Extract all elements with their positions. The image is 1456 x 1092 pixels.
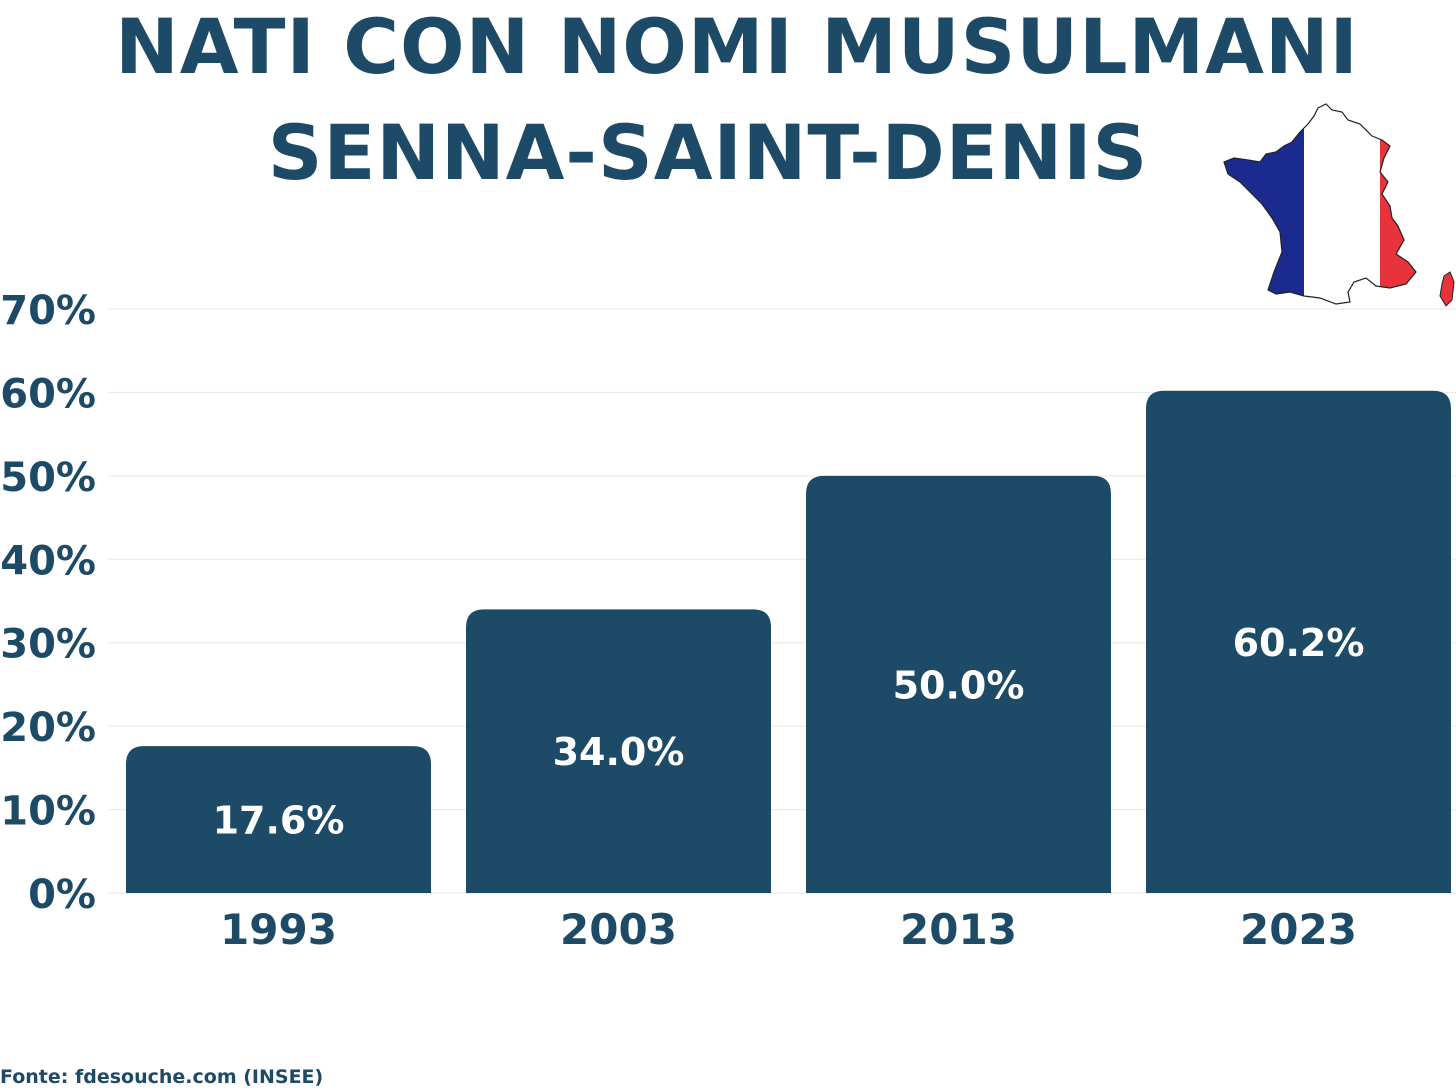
- bar-2013: [806, 475, 1111, 893]
- bar-1993: [126, 746, 431, 893]
- bar-value-label: 17.6%: [213, 799, 345, 843]
- x-tick-label: 2013: [900, 905, 1017, 954]
- bar-value-labels: 17.6% 34.0% 50.0% 60.2%: [213, 621, 1365, 843]
- y-tick-label: 30%: [0, 622, 96, 668]
- y-tick-label: 0%: [28, 872, 96, 918]
- y-tick-label: 50%: [0, 455, 96, 501]
- bars: [126, 390, 1451, 893]
- x-tick-label: 1993: [220, 905, 337, 954]
- y-tick-label: 60%: [0, 371, 96, 417]
- source-note: Fonte: fdesouche.com (INSEE): [0, 1066, 324, 1088]
- y-tick-label: 20%: [0, 705, 96, 751]
- bar-2003: [466, 609, 771, 893]
- bar-value-label: 60.2%: [1233, 621, 1365, 665]
- bar-2023: [1146, 390, 1451, 893]
- y-axis-ticks: 0% 10% 20% 30% 40% 50% 60% 70%: [0, 288, 96, 918]
- x-axis-ticks: 1993 2003 2013 2023: [220, 905, 1357, 954]
- x-tick-label: 2023: [1240, 905, 1357, 954]
- chart-title: NATI CON NOMI MUSULMANI: [115, 2, 1359, 91]
- chart-subtitle: SENNA-SAINT-DENIS: [267, 108, 1149, 197]
- bar-value-label: 34.0%: [553, 730, 685, 774]
- france-flag-map-icon: [1223, 103, 1455, 307]
- x-tick-label: 2003: [560, 905, 677, 954]
- y-tick-label: 70%: [0, 288, 96, 334]
- y-tick-label: 10%: [0, 789, 96, 835]
- bar-value-label: 50.0%: [893, 663, 1025, 707]
- y-tick-label: 40%: [0, 538, 96, 584]
